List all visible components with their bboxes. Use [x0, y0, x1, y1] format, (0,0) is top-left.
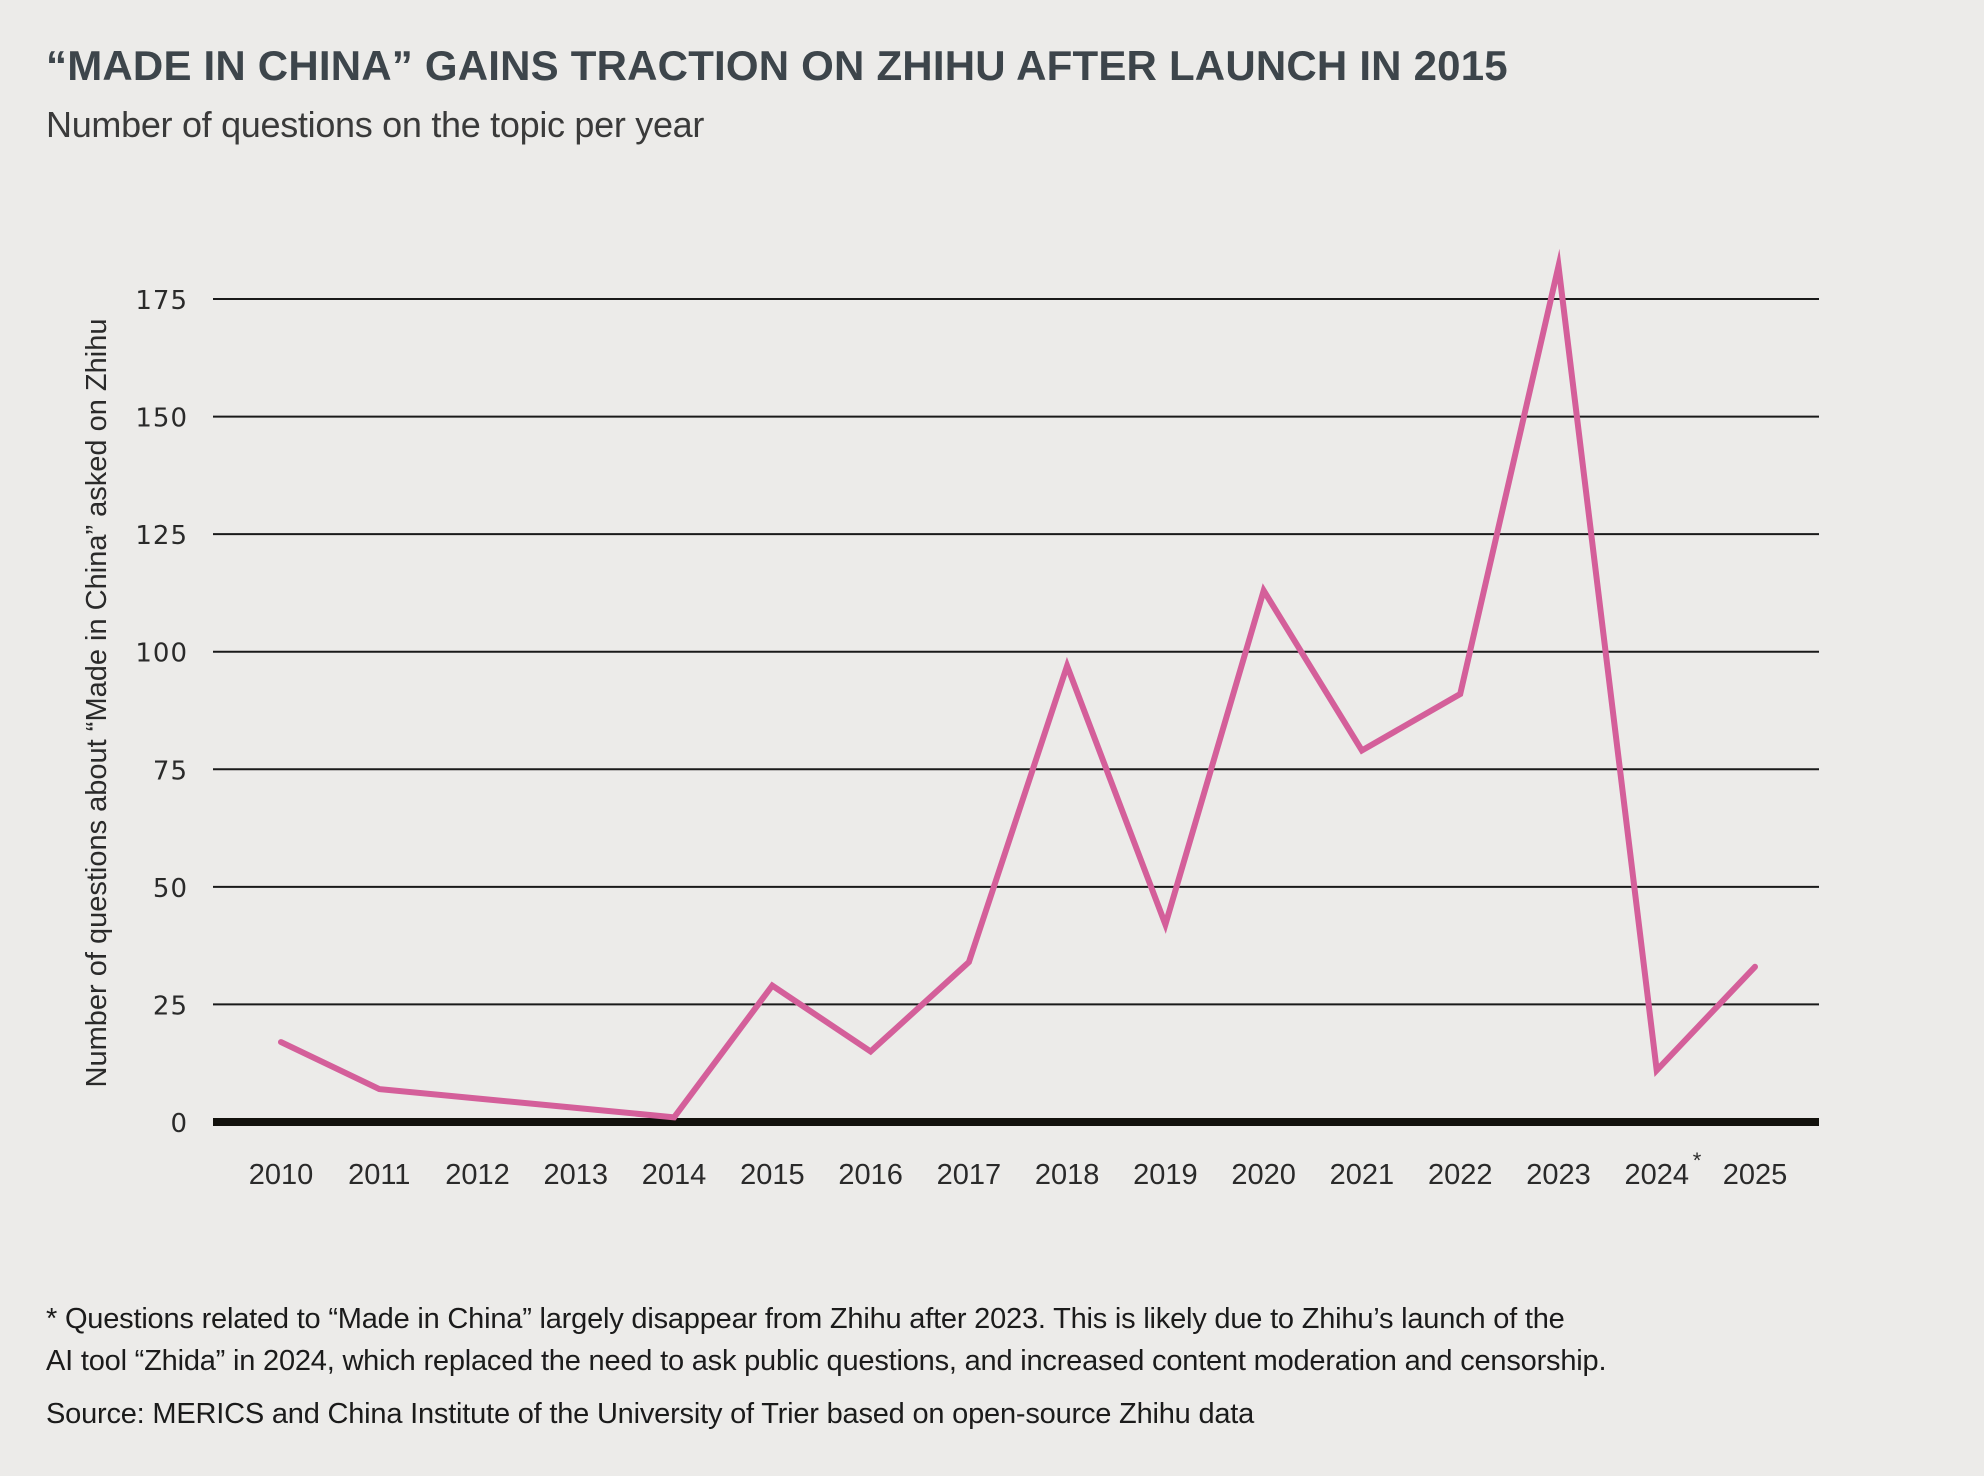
x-tick-label: 2015 [740, 1159, 805, 1191]
y-axis-label: Number of questions about “Made in China… [81, 319, 113, 1088]
y-tick-label: 100 [135, 639, 188, 669]
x-tick-label: 2014 [642, 1159, 707, 1191]
y-tick-label: 75 [153, 756, 188, 786]
x-tick-label: 2010 [249, 1159, 314, 1191]
x-tick-label: 2021 [1330, 1159, 1395, 1191]
x-tick-annotation: * [1693, 1148, 1702, 1173]
line-chart: 0 25 50 75 100 125 150 175 2010 2011 2012 2013 2014… [81, 248, 1819, 1191]
x-tick-label: 2012 [445, 1159, 510, 1191]
x-tick-label: 2011 [348, 1159, 410, 1191]
x-tick-label: 2018 [1035, 1159, 1100, 1191]
x-tick-label: 2016 [838, 1159, 903, 1191]
x-tick-label: 2013 [544, 1159, 609, 1191]
y-tick-label: 0 [170, 1109, 188, 1139]
x-tick-label: 2023 [1526, 1159, 1591, 1191]
y-tick-label: 25 [153, 991, 188, 1021]
y-tick-label: 150 [135, 404, 188, 434]
series-line [278, 248, 1758, 1121]
y-tick-label: 125 [135, 521, 188, 551]
source-note: Source: MERICS and China Institute of th… [46, 1398, 1255, 1430]
series-line-0 [278, 248, 1758, 1121]
x-tick-label: 2025 [1723, 1159, 1788, 1191]
x-tick-label: 2022 [1428, 1159, 1493, 1191]
x-tick-label: 2020 [1231, 1159, 1296, 1191]
y-axis-ticks: 0 25 50 75 100 125 150 175 [135, 286, 188, 1139]
y-tick-label: 175 [135, 286, 188, 316]
y-tick-label: 50 [153, 874, 188, 904]
footnote: * Questions related to “Made in China” l… [46, 1298, 1607, 1382]
x-tick-label: 2024 [1624, 1159, 1689, 1191]
x-axis-ticks: 2010 2011 2012 2013 2014 2015 2016 2017 2018 2019… [249, 1148, 1788, 1191]
x-tick-label: 2017 [937, 1159, 1002, 1191]
footnote-line-1: * Questions related to “Made in China” l… [46, 1303, 1565, 1335]
chart-subtitle: Number of questions on the topic per yea… [46, 104, 705, 145]
x-tick-label: 2019 [1133, 1159, 1198, 1191]
footnote-line-2: AI tool “Zhida” in 2024, which replaced … [46, 1345, 1607, 1377]
chart-title: “MADE IN CHINA” GAINS TRACTION ON ZHIHU … [46, 42, 1508, 89]
